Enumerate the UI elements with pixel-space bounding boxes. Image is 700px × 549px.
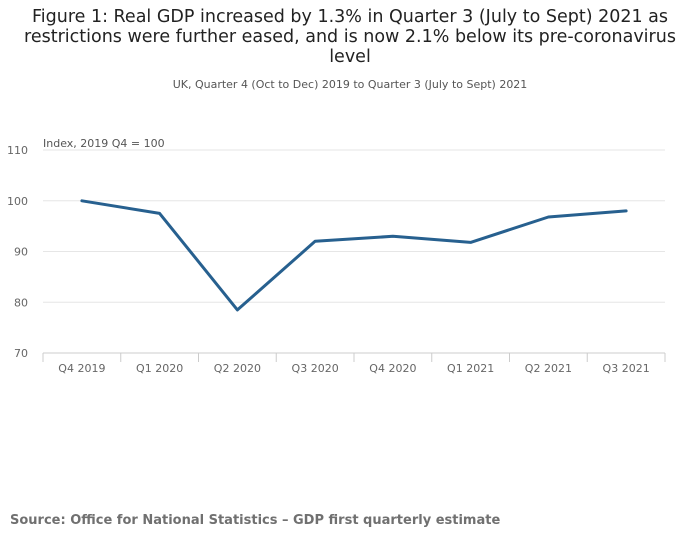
x-tick-label: Q2 2021: [525, 362, 572, 375]
data-point: [469, 241, 472, 244]
source-note: Source: Office for National Statistics –…: [10, 513, 501, 528]
chart-title: Figure 1: Real GDP increased by 1.3% in …: [24, 7, 676, 67]
data-point: [236, 308, 239, 311]
x-tick-label: Q1 2021: [447, 362, 494, 375]
data-point: [80, 199, 83, 202]
data-point: [391, 235, 394, 238]
x-tick-label: Q3 2021: [603, 362, 650, 375]
data-point: [314, 240, 317, 243]
x-tick-label: Q3 2020: [292, 362, 339, 375]
y-tick-label: 90: [14, 246, 28, 259]
data-point: [158, 212, 161, 215]
x-tick-label: Q1 2020: [136, 362, 183, 375]
y-tick-label: 80: [14, 296, 28, 309]
y-tick-label: 100: [7, 195, 28, 208]
y-tick-label: 110: [7, 144, 28, 157]
data-point: [547, 215, 550, 218]
chart-subtitle: UK, Quarter 4 (Oct to Dec) 2019 to Quart…: [172, 78, 528, 91]
y-axis-label: Index, 2019 Q4 = 100: [43, 137, 165, 150]
series-line: [80, 199, 628, 312]
x-tick-label: Q4 2020: [369, 362, 416, 375]
y-tick-label: 70: [14, 347, 28, 360]
data-point: [625, 209, 628, 212]
x-tick-label: Q2 2020: [214, 362, 261, 375]
x-tick-label: Q4 2019: [58, 362, 105, 375]
